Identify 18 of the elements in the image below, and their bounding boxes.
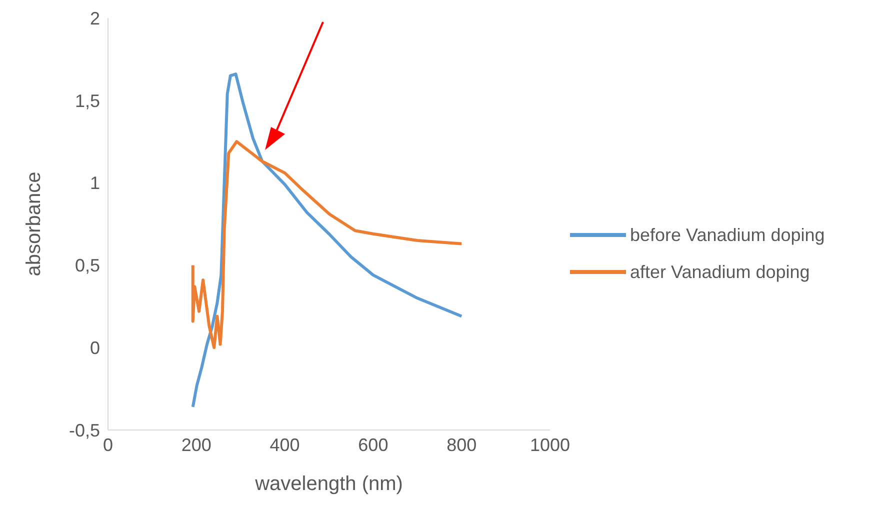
y-tick-label: 1 [90, 173, 100, 194]
x-tick-label: 800 [446, 434, 477, 455]
x-axis-title: wavelength (nm) [254, 473, 403, 495]
x-tick-label: 200 [181, 434, 212, 455]
x-tick-label: 400 [270, 434, 300, 455]
line-series [191, 72, 464, 408]
y-tick-label: 1,5 [74, 90, 100, 111]
y-tick-label: -0,5 [68, 420, 100, 440]
y-tick-label: 0 [90, 338, 100, 358]
line-series [191, 140, 464, 350]
legend-label: before Vanadium doping [630, 224, 825, 247]
x-tick-label: 600 [358, 434, 388, 455]
y-tick-label: 2 [90, 8, 100, 28]
x-tick-label: 0 [102, 434, 114, 455]
y-tick-label: 0,5 [74, 256, 100, 276]
x-tick-label: 1000 [530, 434, 570, 455]
y-axis-title: absorbance [23, 172, 46, 276]
legend-label: after Vanadium doping [630, 261, 810, 284]
